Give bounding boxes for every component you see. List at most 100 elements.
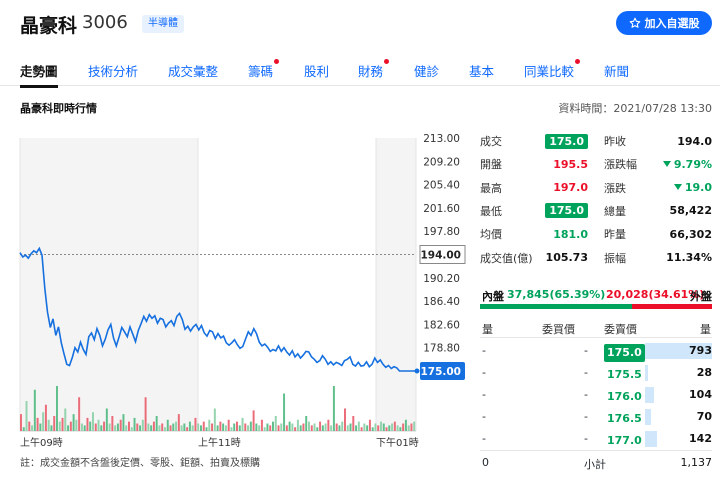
volume-bar <box>382 423 385 431</box>
quote-value: 19.0 <box>673 181 712 195</box>
volume-bar <box>321 425 324 431</box>
tab-4[interactable]: 股利 <box>304 61 329 80</box>
inner-value: 37,845(65.39%) <box>507 288 606 301</box>
orderbook-row[interactable]: - - 176.5 70 <box>480 406 712 428</box>
prev-close-label-box <box>419 245 466 264</box>
bid-volume: - <box>482 344 486 357</box>
tab-0[interactable]: 走勢圖 <box>20 61 58 88</box>
last-price-label-box <box>420 362 465 380</box>
quote-row: 成交值(億) 105.73 <box>480 247 588 269</box>
orderbook-row[interactable]: - - 175.5 28 <box>480 362 712 384</box>
volume-bar <box>222 423 225 431</box>
quote-value-text: 195.5 <box>553 157 588 171</box>
quote-value: 9.79% <box>662 158 712 171</box>
quote-row: 開盤 195.5 <box>480 153 588 175</box>
sector-badge[interactable]: 半導體 <box>142 15 184 33</box>
volume-bar <box>247 425 250 431</box>
tab-9[interactable]: 新聞 <box>604 61 629 80</box>
volume-bar <box>22 427 25 431</box>
tab-5[interactable]: 財務 <box>358 59 390 80</box>
volume-bar <box>53 416 56 431</box>
tab-1[interactable]: 技術分析 <box>88 61 138 80</box>
volume-bar <box>360 427 363 431</box>
orderbook-header-ask-price: 委賣價 <box>604 323 637 336</box>
tab-2[interactable]: 成交彙整 <box>168 61 218 80</box>
quote-value: 181.0 <box>553 228 588 241</box>
tab-label: 股利 <box>304 64 330 79</box>
volume-bar <box>393 421 396 431</box>
volume-bar <box>36 417 39 431</box>
tab-8[interactable]: 同業比較 <box>524 59 581 80</box>
outer-value: 20,028(34.61%) <box>606 288 705 301</box>
volume-bar <box>363 423 366 431</box>
quote-value-text: 58,422 <box>669 204 712 218</box>
volume-bar <box>380 421 382 431</box>
intraday-chart-svg: 213.00 209.20 205.40 201.60 197.80 190.20 186.… <box>19 133 466 432</box>
orderbook-divider <box>480 450 712 451</box>
data-time: 資料時間：2021/07/28 13:30 <box>558 102 712 115</box>
volume-bar <box>47 419 50 431</box>
volume-bar <box>388 425 391 431</box>
orderbook-row[interactable]: - - 176.0 104 <box>480 384 712 406</box>
volume-bar <box>352 416 355 431</box>
volume-bar <box>61 417 64 431</box>
quote-label: 昨量 <box>604 228 626 242</box>
tab-3[interactable]: 籌碼 <box>248 59 280 80</box>
x-label-0900: 上午09時 <box>20 438 63 449</box>
ask-volume-bar <box>645 387 654 403</box>
volume-bar <box>236 421 238 431</box>
ask-volume-bar <box>645 431 657 447</box>
orderbook-footer-total: 1,137 <box>680 456 713 469</box>
volume-bar <box>266 423 269 431</box>
add-to-watchlist-button[interactable]: 加入自選股 <box>616 11 712 35</box>
volume-bar <box>78 397 81 431</box>
volume-bar <box>313 423 316 431</box>
volume-bar <box>133 417 136 431</box>
volume-bar <box>125 425 128 431</box>
bid-volume: - <box>482 388 486 401</box>
volume-bar <box>58 421 61 431</box>
quote-value: 66,302 <box>670 228 712 241</box>
orderbook-row[interactable]: - - 177.0 142 <box>480 428 712 450</box>
ask-volume: 142 <box>689 432 712 445</box>
volume-bar <box>283 393 286 431</box>
volume-bar <box>122 414 125 431</box>
volume-bar <box>197 423 200 431</box>
tab-label: 財務 <box>358 64 384 79</box>
volume-bar <box>335 423 338 431</box>
orderbook-row[interactable]: - - 175.0 793 <box>480 340 712 362</box>
volume-bar <box>263 427 266 431</box>
volume-bar <box>349 423 352 431</box>
volume-bar <box>277 425 280 431</box>
volume-bar <box>69 421 72 431</box>
quote-row: 昨收 194.0 <box>604 130 712 152</box>
ask-volume: 28 <box>696 366 712 379</box>
volume-bar <box>285 425 288 431</box>
volume-bar <box>92 412 94 431</box>
tab-label: 成交彙整 <box>168 64 219 79</box>
quote-value-text: 19.0 <box>684 181 712 195</box>
tab-label: 技術分析 <box>88 64 139 79</box>
tab-bar: 走勢圖 技術分析 成交彙整 籌碼 股利 財務 健診 基本 同業比較 新聞 <box>0 56 720 88</box>
quote-label: 成交值(億) <box>480 251 533 265</box>
quote-value: 175.0 <box>545 133 588 149</box>
tab-6[interactable]: 健診 <box>414 61 439 80</box>
ask-price: 175.5 <box>607 368 642 381</box>
stock-code: 3006 <box>82 12 128 33</box>
quote-row: 漲跌幅 9.79% <box>604 153 712 175</box>
volume-bar <box>316 427 319 431</box>
x-label-1300: 下午01時 <box>376 438 419 449</box>
section-title: 晶豪科即時行情 <box>20 102 97 115</box>
tab-7[interactable]: 基本 <box>469 61 494 80</box>
volume-bar <box>308 421 310 431</box>
volume-bar <box>280 423 283 431</box>
volume-bar <box>89 421 92 431</box>
volume-bar <box>150 425 153 431</box>
intraday-chart[interactable]: 213.00 209.20 205.40 201.60 197.80 190.20 186.… <box>0 128 478 450</box>
volume-bar <box>175 421 178 431</box>
quote-label: 最高 <box>480 181 502 195</box>
quote-row: 最低 175.0 <box>480 200 588 222</box>
quote-value: 195.5 <box>553 158 588 171</box>
volume-bar <box>374 423 377 431</box>
volume-bar <box>141 419 144 431</box>
